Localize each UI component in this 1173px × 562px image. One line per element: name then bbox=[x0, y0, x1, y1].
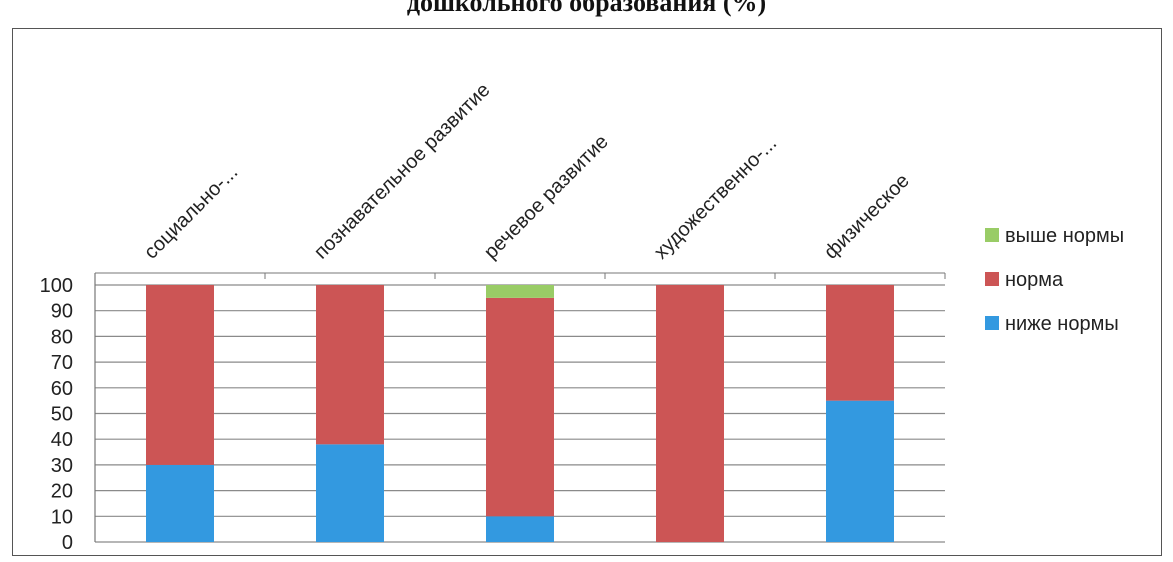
legend-swatch bbox=[985, 316, 999, 330]
x-category-label: познавательное развитие bbox=[310, 79, 495, 264]
bar-segment bbox=[826, 285, 894, 401]
bar-segment bbox=[826, 400, 894, 542]
bar-segment bbox=[486, 285, 554, 298]
y-tick-label: 70 bbox=[51, 352, 73, 374]
bar-segment bbox=[316, 285, 384, 445]
bar-segment bbox=[486, 516, 554, 542]
legend-label: выше нормы bbox=[1005, 225, 1124, 247]
x-category-label: физическое bbox=[820, 170, 914, 264]
y-tick-label: 0 bbox=[62, 532, 73, 554]
x-category-label: художественно-... bbox=[650, 132, 781, 263]
y-tick-label: 60 bbox=[51, 378, 73, 400]
y-tick-label: 20 bbox=[51, 481, 73, 503]
bar-segment bbox=[316, 444, 384, 542]
y-tick-label: 50 bbox=[51, 404, 73, 426]
chart-frame bbox=[12, 28, 1162, 556]
bar-segment bbox=[656, 285, 724, 542]
y-tick-label: 100 bbox=[40, 275, 73, 297]
y-tick-label: 30 bbox=[51, 455, 73, 477]
legend-label: ниже нормы bbox=[1005, 313, 1119, 335]
bar-segment bbox=[146, 285, 214, 465]
y-tick-label: 40 bbox=[51, 429, 73, 451]
y-tick-label: 10 bbox=[51, 506, 73, 528]
bar-segment bbox=[146, 464, 214, 542]
legend-swatch bbox=[985, 272, 999, 286]
legend-label: норма bbox=[1005, 269, 1064, 291]
bar-segment bbox=[486, 297, 554, 517]
legend-swatch bbox=[985, 228, 999, 242]
x-category-label: речевое развитие bbox=[480, 131, 613, 264]
chart-title: дошкольного образования (%) bbox=[406, 0, 767, 17]
y-tick-label: 80 bbox=[51, 326, 73, 348]
y-tick-label: 90 bbox=[51, 301, 73, 323]
x-category-label: социально-... bbox=[140, 161, 242, 263]
